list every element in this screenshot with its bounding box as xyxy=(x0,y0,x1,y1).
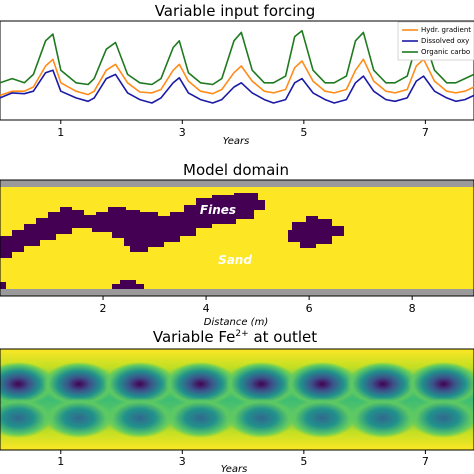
legend-label-hydr: Hydr. gradient xyxy=(421,26,471,34)
x-tick-label: 2 xyxy=(100,302,107,315)
series-line-0 xyxy=(0,58,474,97)
fe-blob-lower xyxy=(45,398,113,438)
domain-top-boundary xyxy=(0,180,474,187)
x-tick-label: 3 xyxy=(179,126,186,139)
fe-blob-lower xyxy=(105,398,174,438)
fe-blob-upper xyxy=(225,362,298,406)
x-tick-label: 3 xyxy=(179,455,186,468)
panel1-x-ticks: 1 3 5 7 xyxy=(57,120,429,139)
x-tick-label: 7 xyxy=(422,455,429,468)
panel2-title: Model domain xyxy=(183,161,289,179)
label-sand: Sand xyxy=(218,253,252,267)
legend-label-carbon: Organic carbo xyxy=(421,48,470,56)
fe-blob-lower xyxy=(0,398,53,438)
fe-blob-lower xyxy=(227,398,296,438)
fines-zone-bottom xyxy=(112,280,144,289)
fe-blob-upper xyxy=(43,362,115,406)
fe-blob-lower xyxy=(166,398,235,438)
x-tick-label: 5 xyxy=(300,455,307,468)
fines-zone-left-bottom xyxy=(0,282,6,289)
fines-zone-main xyxy=(0,193,265,258)
fe-blob-upper xyxy=(407,362,474,406)
label-fines: Fines xyxy=(200,203,236,217)
series-line-1 xyxy=(0,69,474,104)
panel2-x-ticks: 2 4 6 8 xyxy=(100,296,416,315)
fe-blob-upper xyxy=(0,362,55,406)
panel-fe-outlet: Variable Fe2+ at outlet 1 3 5 7 Years xyxy=(0,328,474,474)
panel1-xlabel: Years xyxy=(223,136,250,147)
x-tick-label: 6 xyxy=(306,302,313,315)
panel1-series-lines xyxy=(0,29,474,104)
fe-concentration-field xyxy=(0,362,474,438)
fe-blob-lower xyxy=(288,398,357,438)
fe-blob-lower xyxy=(409,398,474,438)
fe-blob-upper xyxy=(286,362,359,406)
x-tick-label: 8 xyxy=(409,302,416,315)
fe-blob-upper xyxy=(164,362,237,406)
panel2-frame xyxy=(0,179,474,297)
fines-zones xyxy=(0,193,344,289)
x-tick-label: 1 xyxy=(57,455,64,468)
series-line-2 xyxy=(0,29,474,86)
panel-model-domain: Model domain Fines Sand 2 4 6 8 Distance (m… xyxy=(0,161,474,328)
fe-blob-upper xyxy=(346,362,419,406)
panel1-title: Variable input forcing xyxy=(155,2,316,20)
domain-bottom-boundary xyxy=(0,289,474,296)
fe-blob-lower xyxy=(348,398,417,438)
legend-label-oxy: Dissolved oxy xyxy=(421,37,469,45)
panel-input-forcing: Variable input forcing 1 3 5 7 Years Hydr. … xyxy=(0,2,474,147)
panel3-x-ticks: 1 3 5 7 xyxy=(57,450,429,468)
panel3-xlabel: Years xyxy=(221,464,248,474)
panel1-legend: Hydr. gradient Dissolved oxy Organic car… xyxy=(397,21,474,61)
x-tick-label: 4 xyxy=(203,302,210,315)
x-tick-label: 7 xyxy=(422,126,429,139)
x-tick-label: 5 xyxy=(300,126,307,139)
fe-blob-upper xyxy=(103,362,176,406)
panel3-frame xyxy=(0,348,474,451)
panel3-title: Variable Fe2+ at outlet xyxy=(153,328,317,346)
x-tick-label: 1 xyxy=(57,126,64,139)
panel2-xlabel: Distance (m) xyxy=(204,317,268,328)
fines-zone-right xyxy=(288,216,344,248)
